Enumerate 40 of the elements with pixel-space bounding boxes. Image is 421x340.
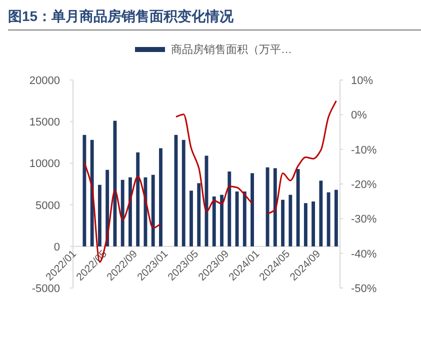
bar bbox=[98, 184, 102, 246]
y-tick-label: 5000 bbox=[36, 200, 60, 212]
y2-tick-label: -10% bbox=[351, 144, 377, 156]
bar bbox=[242, 191, 246, 246]
y-tick-label: 10000 bbox=[29, 158, 60, 170]
y2-tick-label: 0% bbox=[351, 110, 368, 122]
bar bbox=[228, 172, 232, 246]
y2-tick-label: -30% bbox=[351, 214, 377, 226]
bar bbox=[312, 201, 316, 246]
bar bbox=[159, 148, 162, 246]
bar bbox=[190, 190, 193, 246]
y2-tick-label: -50% bbox=[351, 283, 377, 295]
bar bbox=[273, 168, 277, 246]
bar bbox=[304, 203, 308, 246]
bar bbox=[281, 200, 284, 246]
bar bbox=[220, 194, 224, 246]
bar bbox=[250, 173, 254, 246]
bar bbox=[113, 120, 117, 246]
bar bbox=[296, 169, 300, 246]
chart-title: 图15：单月商品房销售面积变化情况 bbox=[8, 8, 235, 24]
bar bbox=[212, 196, 216, 246]
bar bbox=[334, 190, 338, 246]
bar bbox=[182, 140, 186, 246]
y-tick-label: 0 bbox=[54, 241, 60, 254]
bar bbox=[326, 192, 330, 246]
bar bbox=[82, 134, 86, 246]
legend-label: 商品房销售面积（万平… bbox=[171, 43, 292, 56]
bar bbox=[197, 183, 201, 246]
bar bbox=[136, 152, 140, 246]
y-tick-label: 20000 bbox=[29, 75, 60, 87]
y2-tick-label: 10% bbox=[351, 75, 374, 87]
y-tick-label: 15000 bbox=[29, 116, 60, 129]
bar bbox=[120, 180, 124, 246]
bar bbox=[151, 174, 155, 246]
bar bbox=[319, 180, 323, 246]
bar bbox=[288, 194, 292, 246]
bar bbox=[128, 177, 132, 246]
y2-tick-label: -20% bbox=[351, 179, 377, 191]
y-tick-label: -5000 bbox=[32, 283, 60, 295]
y2-tick-label: -40% bbox=[351, 248, 377, 260]
